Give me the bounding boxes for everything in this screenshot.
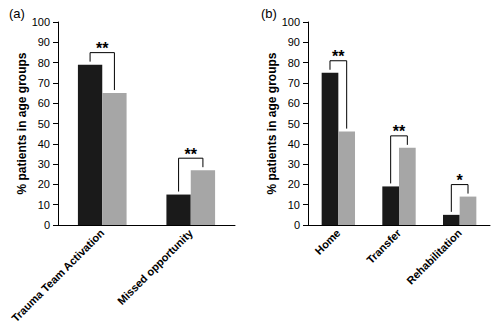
svg-text:Missed opportunity: Missed opportunity [115,226,196,307]
svg-text:(a): (a) [9,6,25,21]
svg-text:40: 40 [288,138,300,150]
svg-text:100: 100 [32,16,50,28]
svg-text:**: ** [393,123,406,140]
svg-text:60: 60 [288,97,300,109]
svg-text:Home: Home [313,227,343,257]
svg-text:0: 0 [44,219,50,231]
svg-text:Rehabilitation: Rehabilitation [404,227,464,287]
svg-text:90: 90 [288,36,300,48]
svg-text:**: ** [96,40,109,57]
svg-text:70: 70 [38,77,50,89]
svg-text:30: 30 [288,158,300,170]
svg-text:100: 100 [282,16,300,28]
svg-text:Transfer: Transfer [364,226,404,266]
svg-text:% patients in age groups: % patients in age groups [15,52,29,194]
svg-text:80: 80 [288,57,300,69]
svg-text:60: 60 [38,97,50,109]
svg-text:**: ** [185,146,198,163]
svg-text:10: 10 [38,199,50,211]
svg-text:50: 50 [38,118,50,130]
svg-text:70: 70 [288,77,300,89]
svg-text:30: 30 [38,158,50,170]
svg-text:(b): (b) [261,6,277,21]
svg-text:10: 10 [288,199,300,211]
svg-text:50: 50 [288,118,300,130]
svg-text:20: 20 [38,178,50,190]
svg-text:20: 20 [288,178,300,190]
svg-text:80: 80 [38,57,50,69]
svg-text:40: 40 [38,138,50,150]
svg-text:*: * [457,172,464,189]
svg-text:0: 0 [294,219,300,231]
svg-text:% patients in age groups: % patients in age groups [265,52,279,194]
svg-text:90: 90 [38,36,50,48]
svg-text:**: ** [332,48,345,65]
svg-text:Trauma Team Activation: Trauma Team Activation [9,227,107,325]
